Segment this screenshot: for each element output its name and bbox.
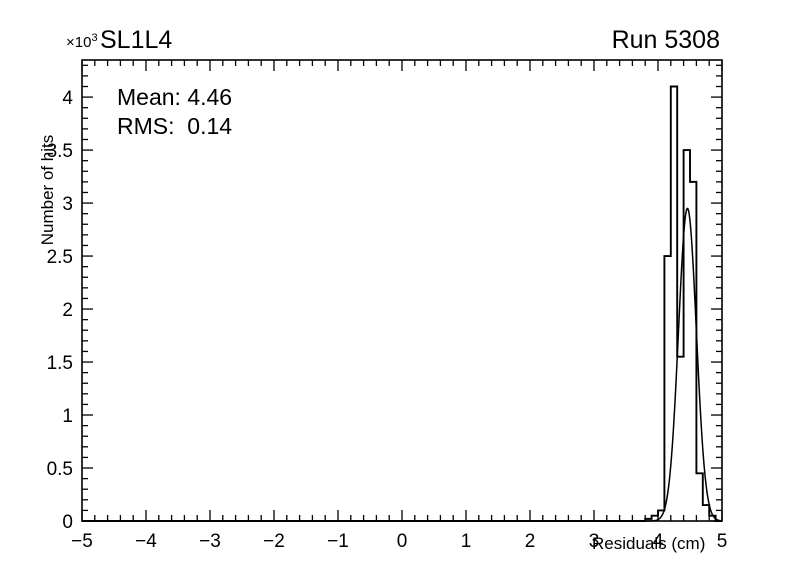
y-tick-label: 2.5 — [47, 247, 73, 268]
x-tick-label: −2 — [263, 531, 285, 552]
x-tick-label: −1 — [327, 531, 349, 552]
y-axis-tick-labels: 0 0.5 1 1.5 2 2.5 3 3.5 4 — [47, 88, 74, 533]
y-tick-label: 1.5 — [47, 353, 73, 374]
x-tick-label: 3 — [589, 531, 600, 552]
y-tick-label: 0.5 — [47, 459, 73, 480]
y-tick-label: 0 — [62, 512, 73, 533]
y-tick-label: 3.5 — [47, 141, 73, 162]
run-label: Run 5308 — [611, 26, 720, 54]
fit-curve-path — [646, 207, 722, 522]
x-axis-label: Residuals (cm) — [592, 534, 706, 553]
x-tick-label: −3 — [199, 531, 221, 552]
plot-title: SL1L4 — [100, 26, 173, 54]
y-tick-label: 4 — [62, 88, 73, 109]
x-tick-label: 0 — [397, 531, 408, 552]
gaussian-fit-curve — [646, 207, 722, 522]
stats-mean: Mean: 4.46 — [117, 84, 233, 110]
y-tick-label: 3 — [62, 194, 73, 215]
stats-rms: RMS: 0.14 — [117, 113, 233, 139]
y-tick-label: 2 — [62, 300, 73, 321]
x-tick-label: 2 — [525, 531, 536, 552]
x-tick-label: 1 — [461, 531, 472, 552]
x-tick-label: 5 — [717, 531, 728, 552]
x-tick-label: −5 — [71, 531, 93, 552]
y-axis-ticks — [82, 64, 722, 522]
y-axis-multiplier-label: ×103 — [66, 32, 98, 51]
x-tick-label: −4 — [135, 531, 157, 552]
x-axis-tick-labels: −5 −4 −3 −2 −1 0 1 2 3 4 5 — [71, 531, 727, 552]
y-tick-label: 1 — [62, 406, 73, 427]
x-tick-label: 4 — [653, 531, 664, 552]
y-axis-label: Number of hits — [38, 134, 57, 246]
multiplier-exponent: 3 — [91, 32, 98, 44]
